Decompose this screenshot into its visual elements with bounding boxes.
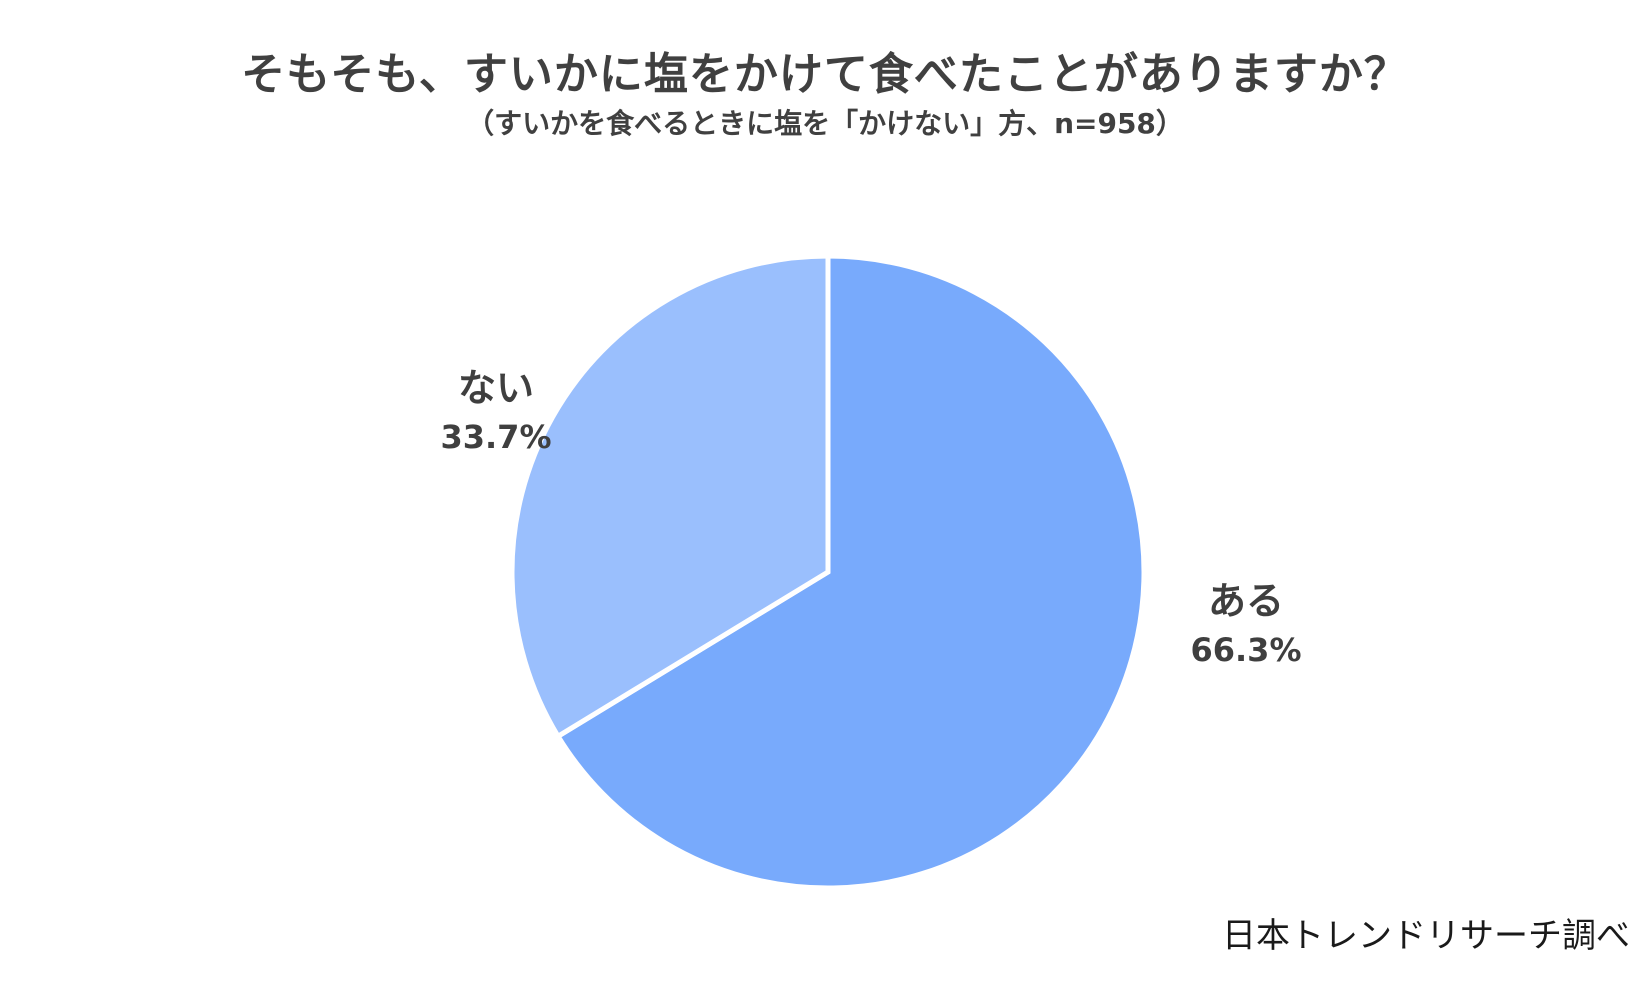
chart-subtitle: （すいかを食べるときに塩を「かけない」方、n=958） <box>466 107 1184 140</box>
source-credit: 日本トレンドリサーチ調べ <box>1222 916 1630 956</box>
slice-value-label: 33.7% <box>440 418 552 456</box>
chart-title: そもそも、すいかに塩をかけて食べたことがありますか？ <box>241 49 1409 100</box>
slice-label-nai: ない 33.7% <box>396 362 596 460</box>
slice-category-label: ある <box>1207 579 1284 623</box>
slice-label-aru: ある 66.3% <box>1146 575 1346 673</box>
slice-category-label: ない <box>457 366 534 410</box>
slice-nai <box>509 253 831 740</box>
slice-value-label: 66.3% <box>1190 631 1302 669</box>
slice-aru <box>554 253 1147 891</box>
